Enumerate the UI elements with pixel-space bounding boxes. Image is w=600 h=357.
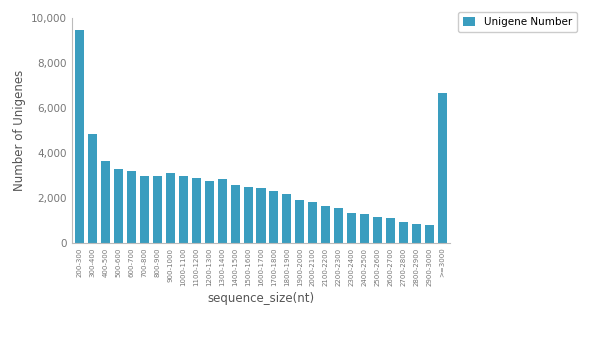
Bar <box>75 30 84 243</box>
Legend: Unigene Number: Unigene Number <box>458 12 577 32</box>
Bar <box>192 178 201 243</box>
Bar <box>373 217 382 243</box>
Bar <box>386 218 395 243</box>
Bar <box>425 225 434 243</box>
Bar <box>295 200 304 243</box>
Bar <box>347 213 356 243</box>
Bar <box>218 179 227 243</box>
Bar <box>283 195 292 243</box>
Bar <box>412 224 421 243</box>
Bar <box>114 169 123 243</box>
Bar <box>166 174 175 243</box>
Bar <box>399 222 408 243</box>
Bar <box>438 92 447 243</box>
Bar <box>179 176 188 243</box>
Bar <box>321 206 330 243</box>
Bar <box>308 202 317 243</box>
Bar <box>140 176 149 243</box>
Bar <box>334 208 343 243</box>
X-axis label: sequence_size(nt): sequence_size(nt) <box>208 292 314 305</box>
Bar <box>205 181 214 243</box>
Bar <box>360 214 369 243</box>
Bar <box>101 161 110 243</box>
Y-axis label: Number of Unigenes: Number of Unigenes <box>13 70 26 191</box>
Bar <box>127 171 136 243</box>
Bar <box>269 191 278 243</box>
Bar <box>256 188 266 243</box>
Bar <box>230 185 239 243</box>
Bar <box>88 134 97 243</box>
Bar <box>244 187 253 243</box>
Bar <box>153 176 162 243</box>
